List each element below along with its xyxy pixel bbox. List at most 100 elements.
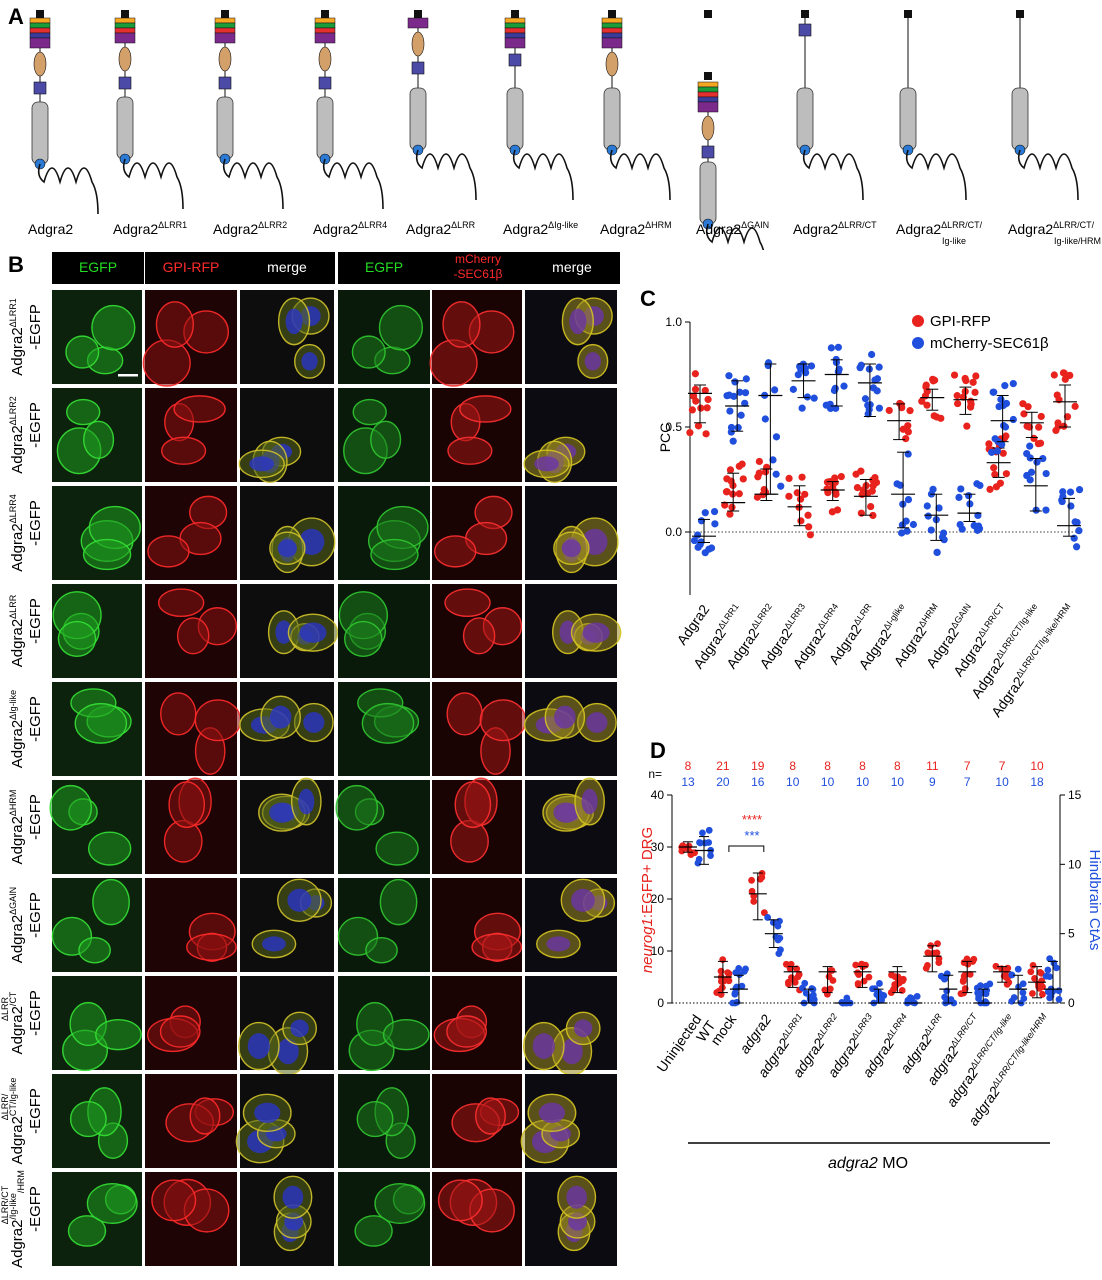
construct-diagram: Adgra2 Adgra2ΔLRR1 Adgra2ΔLRR2 Adgra2ΔLRR4 A… [28, 10, 1101, 250]
data-point [954, 399, 962, 408]
data-point [969, 378, 977, 386]
data-point [933, 548, 941, 557]
data-point [741, 399, 749, 407]
data-point [935, 504, 943, 512]
data-point [725, 977, 733, 985]
data-point [890, 985, 898, 993]
header-bg [145, 252, 335, 284]
data-point [774, 936, 782, 944]
right-tick-label: 15 [1068, 788, 1082, 802]
data-point [769, 456, 777, 464]
micrograph-tile [52, 682, 142, 776]
n-count-blue: 10 [786, 775, 800, 789]
data-point [868, 350, 876, 359]
data-point [1075, 486, 1084, 494]
nucleus [566, 1185, 588, 1209]
cell [433, 535, 477, 568]
data-point [828, 967, 836, 974]
significance-red: **** [742, 812, 762, 827]
micrograph-tile [145, 682, 242, 776]
cell [82, 538, 132, 571]
micrograph-tile [145, 1074, 237, 1168]
data-point [1029, 990, 1036, 997]
micrograph-tile [238, 388, 334, 483]
data-point [726, 466, 735, 474]
micrograph-tile [338, 290, 430, 384]
cell [361, 702, 415, 744]
data-point [761, 415, 769, 423]
micrograph-tile [338, 1172, 430, 1266]
data-point [1034, 980, 1042, 988]
data-point [957, 990, 965, 998]
header-bg [338, 252, 620, 284]
data-point [871, 376, 879, 384]
y-tick-label: 0.0 [665, 525, 682, 539]
transmembrane-loops [512, 149, 574, 201]
cell [74, 702, 128, 744]
data-point [922, 383, 930, 391]
data-point [1020, 995, 1028, 1002]
data-point [805, 523, 813, 531]
micrograph-tile [335, 780, 430, 874]
data-point [688, 406, 696, 414]
construct-label: Adgra2ΔGAIN [696, 220, 769, 237]
data-point [840, 382, 848, 390]
cell [173, 395, 226, 423]
data-point [865, 365, 873, 373]
cell [335, 784, 379, 831]
right-tick-label: 10 [1068, 857, 1082, 871]
row-label-rot: Adgra2ΔIg-like -EGFP [8, 690, 44, 768]
cell [57, 620, 97, 657]
data-point [713, 989, 721, 996]
nucleus [275, 620, 293, 644]
data-point [988, 448, 996, 456]
row-label-rot: Adgra2/CT -EGFP ΔLRR [0, 990, 44, 1054]
cell [86, 1183, 138, 1224]
data-point [875, 404, 884, 412]
data-point [962, 377, 970, 385]
data-point [810, 394, 818, 402]
transmembrane-loops [905, 149, 967, 201]
construct-label: Adgra2ΔLRR/CT/ [896, 220, 983, 237]
data-point [873, 387, 881, 395]
row-label-rot: Adgra2ΔLRR -EGFP [8, 594, 44, 667]
channel-header: merge [267, 259, 307, 275]
data-point [694, 422, 703, 430]
data-point [993, 447, 1002, 455]
data-point [707, 852, 714, 859]
data-point [1002, 470, 1010, 478]
channel-header: EGFP [79, 259, 117, 275]
data-point [927, 526, 935, 534]
data-point [950, 371, 959, 379]
row-label-line1: Adgra2ΔLRR2 [8, 396, 26, 473]
nucleus [298, 788, 315, 815]
cell [454, 781, 492, 829]
data-point [999, 449, 1007, 457]
row-label-rot: Adgra2ΔLRR2 -EGFP [8, 396, 44, 473]
data-point [755, 469, 763, 477]
nucleus [254, 1102, 281, 1123]
micrograph-tile [432, 1074, 522, 1168]
data-point [922, 964, 930, 972]
cell [49, 784, 93, 831]
micrograph-tile [142, 290, 237, 387]
micrograph-tile [145, 1172, 237, 1266]
data-point [973, 526, 982, 534]
data-point [793, 965, 801, 973]
signal-peptide [1016, 10, 1024, 18]
micrograph-tile [338, 976, 430, 1072]
micrograph-tile [52, 1074, 142, 1168]
data-point [798, 473, 806, 481]
row-label-line1: Adgra2ΔLRR [8, 594, 26, 667]
data-point [694, 531, 702, 539]
left-tick-label: 30 [651, 840, 665, 854]
n-count-red: 10 [1030, 759, 1044, 773]
y-tick-label: 0.5 [665, 420, 682, 434]
cell [382, 1018, 430, 1051]
image-row-4: Adgra2ΔIg-like -EGFP [8, 682, 617, 776]
data-point [735, 490, 743, 498]
data-point [755, 457, 763, 466]
data-point [1071, 402, 1079, 410]
data-point [1045, 988, 1052, 996]
